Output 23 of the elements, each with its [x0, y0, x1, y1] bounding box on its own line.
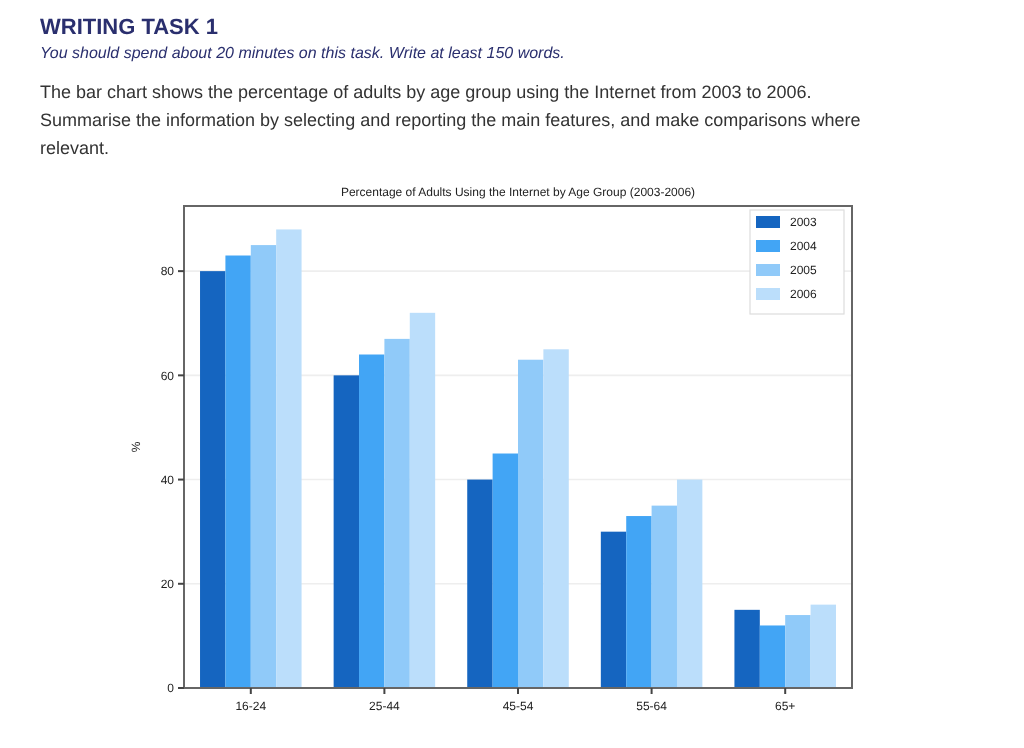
bar [810, 604, 836, 688]
bar [333, 375, 360, 688]
bar [384, 338, 410, 688]
bar [651, 505, 677, 688]
bar [225, 255, 251, 688]
text: WRITING TASK 1 [40, 16, 219, 40]
bar [759, 625, 786, 688]
bar [785, 615, 811, 688]
bar [543, 349, 569, 688]
bar [676, 479, 703, 688]
bar [276, 229, 302, 688]
bar [409, 312, 436, 688]
bar [359, 354, 385, 688]
bar [200, 271, 226, 688]
bar [250, 245, 277, 688]
text: The bar chart shows the percentage of adults by age group using the Internet from 2003 to 2006. Summarise the information by selecting and reporting the main features, and make comparisons where relevant. [40, 82, 861, 158]
text: You should spend about 20 minutes on this task. Write at least 150 words. [40, 44, 565, 62]
bar [467, 479, 493, 688]
bar [600, 531, 627, 688]
bar [626, 516, 652, 688]
bar [734, 609, 760, 688]
bar [492, 453, 518, 688]
bar [518, 359, 544, 688]
